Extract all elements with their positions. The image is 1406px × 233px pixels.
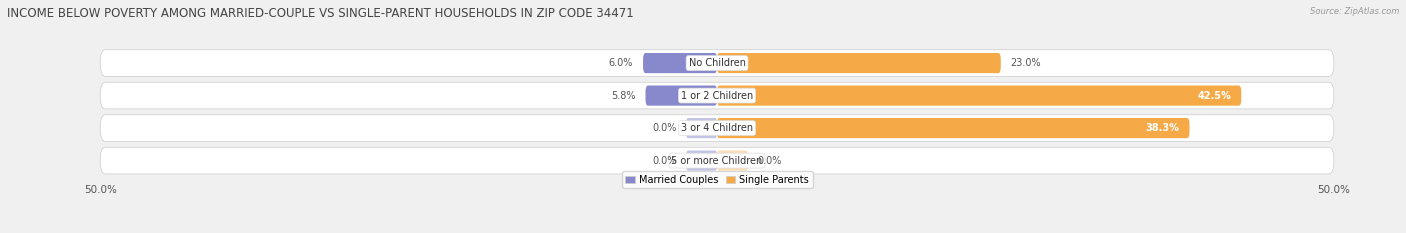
FancyBboxPatch shape xyxy=(686,118,717,138)
FancyBboxPatch shape xyxy=(100,82,1334,109)
FancyBboxPatch shape xyxy=(717,53,1001,73)
Text: 0.0%: 0.0% xyxy=(758,156,782,166)
Text: 23.0%: 23.0% xyxy=(1011,58,1042,68)
Text: 5.8%: 5.8% xyxy=(612,91,636,101)
FancyBboxPatch shape xyxy=(100,147,1334,174)
FancyBboxPatch shape xyxy=(686,151,717,171)
Text: 6.0%: 6.0% xyxy=(609,58,633,68)
Text: 1 or 2 Children: 1 or 2 Children xyxy=(681,91,754,101)
Text: 0.0%: 0.0% xyxy=(652,156,676,166)
FancyBboxPatch shape xyxy=(100,50,1334,76)
Text: 38.3%: 38.3% xyxy=(1146,123,1180,133)
Text: 42.5%: 42.5% xyxy=(1198,91,1232,101)
Legend: Married Couples, Single Parents: Married Couples, Single Parents xyxy=(621,171,813,188)
FancyBboxPatch shape xyxy=(717,151,748,171)
FancyBboxPatch shape xyxy=(100,115,1334,141)
Text: Source: ZipAtlas.com: Source: ZipAtlas.com xyxy=(1309,7,1399,16)
FancyBboxPatch shape xyxy=(645,86,717,106)
Text: No Children: No Children xyxy=(689,58,745,68)
Text: 3 or 4 Children: 3 or 4 Children xyxy=(681,123,754,133)
FancyBboxPatch shape xyxy=(717,118,1189,138)
Text: 0.0%: 0.0% xyxy=(652,123,676,133)
Text: INCOME BELOW POVERTY AMONG MARRIED-COUPLE VS SINGLE-PARENT HOUSEHOLDS IN ZIP COD: INCOME BELOW POVERTY AMONG MARRIED-COUPL… xyxy=(7,7,634,20)
Text: 5 or more Children: 5 or more Children xyxy=(672,156,762,166)
FancyBboxPatch shape xyxy=(643,53,717,73)
FancyBboxPatch shape xyxy=(717,86,1241,106)
